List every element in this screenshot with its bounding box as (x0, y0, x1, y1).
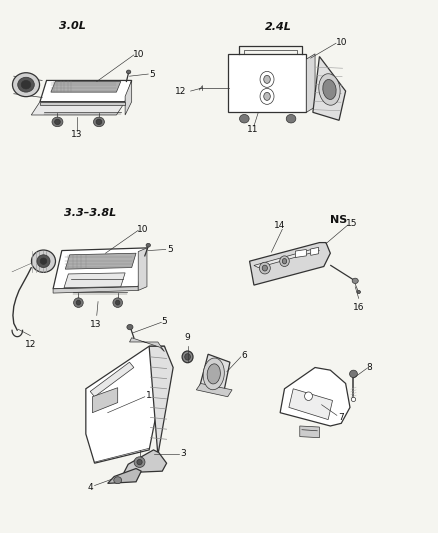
Ellipse shape (260, 71, 274, 87)
Ellipse shape (113, 298, 123, 308)
Polygon shape (313, 56, 346, 120)
Polygon shape (65, 253, 136, 269)
Ellipse shape (37, 255, 50, 268)
Ellipse shape (304, 392, 312, 400)
Polygon shape (311, 247, 318, 255)
Ellipse shape (137, 459, 142, 465)
Polygon shape (53, 248, 147, 289)
Ellipse shape (262, 265, 268, 271)
Text: 13: 13 (90, 320, 102, 329)
Ellipse shape (55, 119, 60, 125)
Ellipse shape (18, 77, 34, 92)
Ellipse shape (182, 351, 193, 363)
Ellipse shape (260, 88, 274, 104)
Polygon shape (250, 243, 330, 285)
Text: NS: NS (330, 215, 348, 225)
Text: 3: 3 (180, 449, 186, 458)
Text: 11: 11 (247, 125, 259, 134)
Ellipse shape (259, 262, 270, 274)
Ellipse shape (185, 354, 191, 360)
Ellipse shape (76, 300, 81, 305)
Polygon shape (40, 102, 125, 106)
Polygon shape (228, 54, 306, 112)
Ellipse shape (319, 74, 340, 105)
Ellipse shape (93, 117, 104, 127)
Text: 2.4L: 2.4L (265, 22, 291, 33)
Polygon shape (300, 426, 319, 438)
Text: 7: 7 (339, 413, 344, 422)
Polygon shape (108, 469, 141, 483)
Text: 3.3–3.8L: 3.3–3.8L (64, 208, 117, 219)
Polygon shape (31, 102, 125, 115)
Text: 6: 6 (241, 351, 247, 360)
Text: 13: 13 (71, 130, 83, 139)
Ellipse shape (74, 298, 83, 308)
Polygon shape (289, 389, 332, 419)
Ellipse shape (351, 397, 356, 401)
Text: 5: 5 (150, 70, 155, 78)
Polygon shape (86, 346, 166, 463)
Polygon shape (295, 249, 306, 257)
Text: 16: 16 (353, 303, 364, 312)
Polygon shape (64, 273, 125, 288)
Ellipse shape (12, 72, 39, 96)
Text: 10: 10 (137, 225, 149, 234)
Polygon shape (199, 354, 230, 394)
Ellipse shape (283, 259, 287, 264)
Ellipse shape (286, 115, 296, 123)
Text: 12: 12 (25, 340, 36, 349)
Text: 15: 15 (346, 220, 358, 229)
Ellipse shape (134, 457, 145, 467)
Ellipse shape (146, 244, 150, 247)
Polygon shape (254, 248, 319, 268)
Polygon shape (40, 80, 132, 102)
Polygon shape (51, 82, 121, 92)
Polygon shape (90, 362, 134, 397)
Polygon shape (124, 450, 166, 473)
Ellipse shape (207, 364, 220, 384)
Ellipse shape (203, 358, 224, 390)
Ellipse shape (21, 80, 31, 89)
Text: 8: 8 (367, 363, 372, 372)
Polygon shape (130, 338, 164, 352)
Ellipse shape (357, 290, 360, 294)
Text: 10: 10 (132, 50, 144, 59)
Polygon shape (138, 248, 147, 290)
Ellipse shape (32, 250, 56, 272)
Ellipse shape (350, 370, 357, 377)
Ellipse shape (264, 75, 270, 83)
Ellipse shape (240, 115, 249, 123)
Ellipse shape (280, 256, 289, 266)
Text: 3.0L: 3.0L (59, 21, 86, 31)
Text: 1: 1 (146, 391, 152, 400)
Ellipse shape (323, 79, 336, 100)
Ellipse shape (352, 278, 358, 284)
Ellipse shape (116, 300, 120, 305)
Polygon shape (53, 287, 138, 293)
Polygon shape (125, 80, 132, 115)
Ellipse shape (52, 117, 63, 127)
Polygon shape (196, 383, 232, 397)
Ellipse shape (114, 477, 122, 483)
Ellipse shape (264, 92, 270, 100)
Ellipse shape (127, 70, 131, 74)
Ellipse shape (96, 119, 102, 125)
Polygon shape (280, 368, 350, 426)
Text: 10: 10 (336, 38, 347, 47)
Text: 4: 4 (88, 483, 93, 492)
Text: 5: 5 (167, 245, 173, 254)
Text: 9: 9 (185, 333, 191, 342)
Text: 14: 14 (275, 221, 286, 230)
Ellipse shape (127, 325, 133, 330)
Polygon shape (306, 54, 315, 112)
Polygon shape (92, 387, 118, 413)
Text: 12: 12 (175, 87, 186, 96)
Text: 5: 5 (162, 317, 167, 326)
Ellipse shape (40, 258, 47, 264)
Polygon shape (149, 346, 173, 455)
